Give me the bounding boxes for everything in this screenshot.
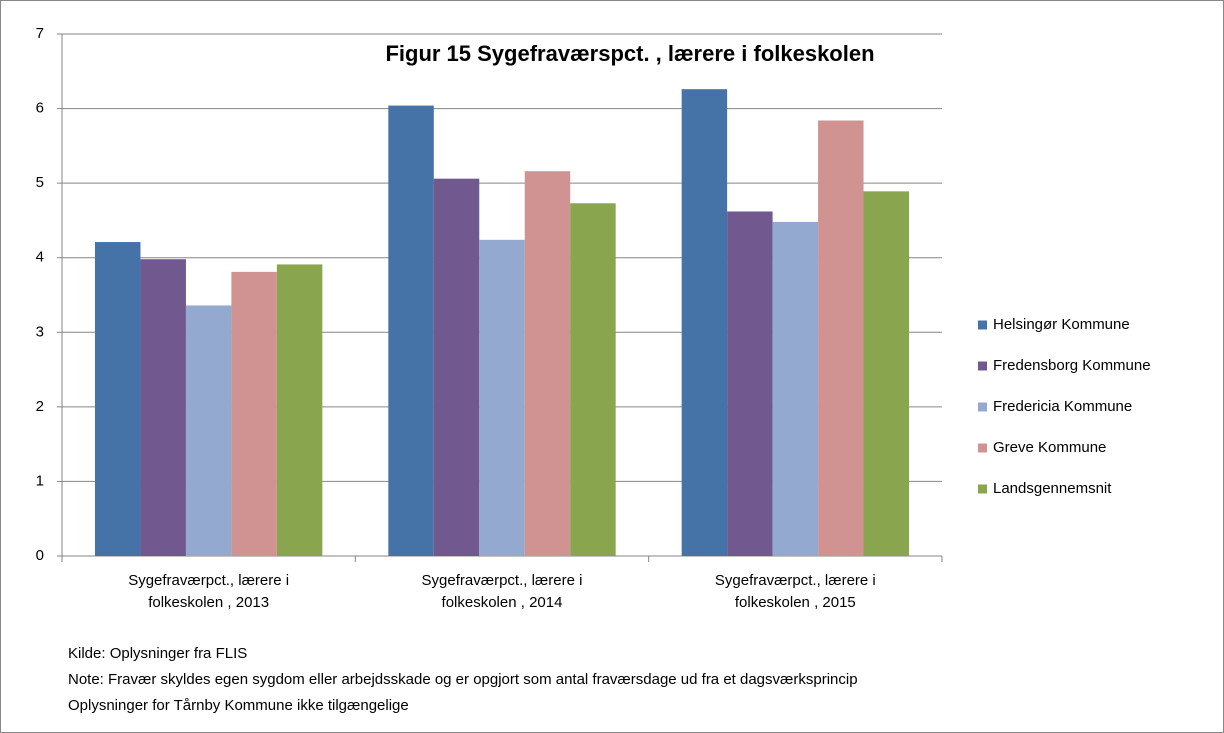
note: Oplysninger for Tårnby Kommune ikke tilg… — [68, 697, 409, 714]
chart-title: Figur 15 Sygefraværspct. , lærere i folk… — [385, 41, 874, 66]
legend-swatch — [978, 443, 987, 453]
y-tick-label: 4 — [36, 249, 44, 266]
bar — [727, 211, 773, 557]
bar — [140, 259, 186, 556]
x-tick-label: Sygefraværpct., lærere i folkeskolen , 2… — [421, 572, 583, 611]
legend-label: Helsingør Kommune — [993, 316, 1130, 333]
y-tick-label: 1 — [36, 472, 44, 489]
note: Kilde: Oplysninger fra FLIS — [68, 645, 248, 662]
bar — [388, 105, 434, 557]
bar — [276, 264, 323, 556]
x-tick-label: Sygefraværpct., lærere i folkeskolen , 2… — [128, 572, 290, 611]
legend-label: Fredericia Kommune — [993, 398, 1132, 415]
x-tick-label: Sygefraværpct., lærere i folkeskolen , 2… — [714, 572, 876, 611]
y-tick-label: 3 — [36, 323, 44, 340]
legend-label: Greve Kommune — [993, 439, 1106, 456]
legend-swatch — [978, 361, 987, 371]
bar — [524, 171, 571, 556]
bar — [772, 221, 819, 557]
y-tick-label: 7 — [36, 25, 44, 42]
y-tick-label: 2 — [36, 398, 44, 415]
bar — [681, 89, 728, 556]
bar — [818, 120, 864, 556]
y-tick-label: 0 — [36, 547, 44, 564]
y-tick-label: 5 — [36, 174, 44, 191]
y-tick-label: 6 — [36, 100, 44, 117]
bar — [95, 242, 141, 556]
bar — [863, 191, 909, 557]
legend-label: Fredensborg Kommune — [993, 357, 1151, 374]
legend-swatch — [978, 320, 987, 330]
bar — [185, 305, 232, 556]
note: Note: Fravær skyldes egen sygdom eller a… — [68, 671, 858, 688]
legend-swatch — [978, 484, 987, 494]
bar — [479, 239, 525, 556]
bar — [231, 271, 277, 556]
bar — [433, 178, 480, 556]
legend-label: Landsgennemsnit — [993, 480, 1112, 497]
bar — [570, 203, 616, 556]
legend-swatch — [978, 402, 987, 412]
